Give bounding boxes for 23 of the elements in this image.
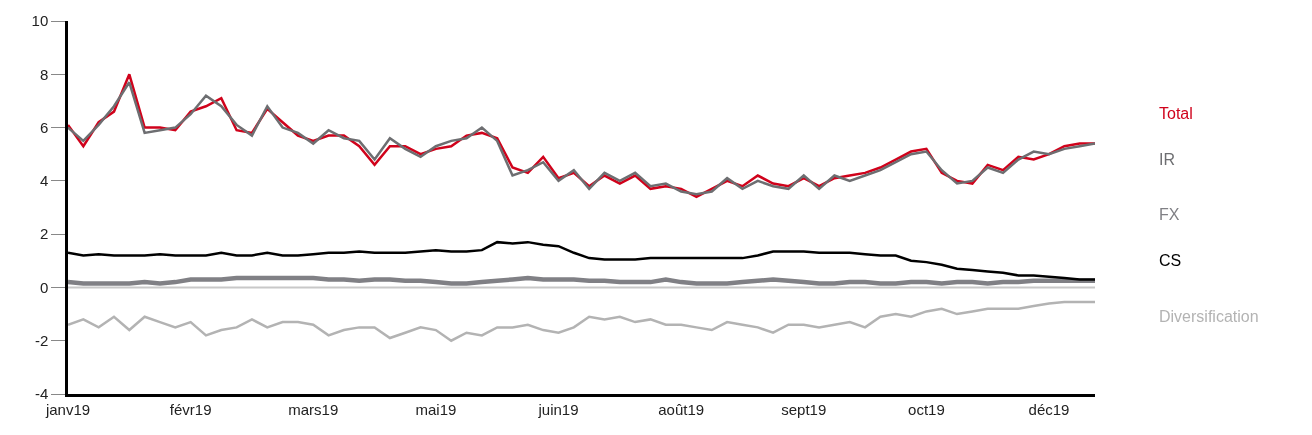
y-tick-label: -2 (34, 331, 49, 349)
text: Total (1159, 105, 1193, 122)
y-tick-label: 2 (39, 225, 49, 243)
x-tick-label: juin19 (537, 400, 579, 418)
text: FX (1159, 206, 1180, 223)
x-tick-label: août19 (658, 400, 705, 418)
y-tick-label: -4 (34, 385, 49, 403)
text: Diversification (1159, 308, 1259, 325)
line-series (68, 300, 1095, 342)
x-tick-label: janv19 (44, 400, 91, 418)
x-tick-label: sept19 (781, 400, 827, 418)
y-tick-label: 6 (39, 118, 49, 136)
x-tick-label: mars19 (288, 400, 339, 418)
x-tick-label: déc19 (1028, 400, 1070, 418)
y-tick-label: 10 (31, 12, 49, 30)
text: IR (1159, 151, 1175, 168)
text: CS (1159, 252, 1182, 269)
x-tick-label: mai19 (415, 400, 457, 418)
y-tick-label: 4 (39, 172, 49, 190)
x-tick-label: févr19 (169, 400, 212, 418)
y-tick-label: 0 (39, 278, 49, 296)
y-tick-label: 8 (39, 65, 49, 83)
x-tick-label: oct19 (908, 400, 945, 418)
